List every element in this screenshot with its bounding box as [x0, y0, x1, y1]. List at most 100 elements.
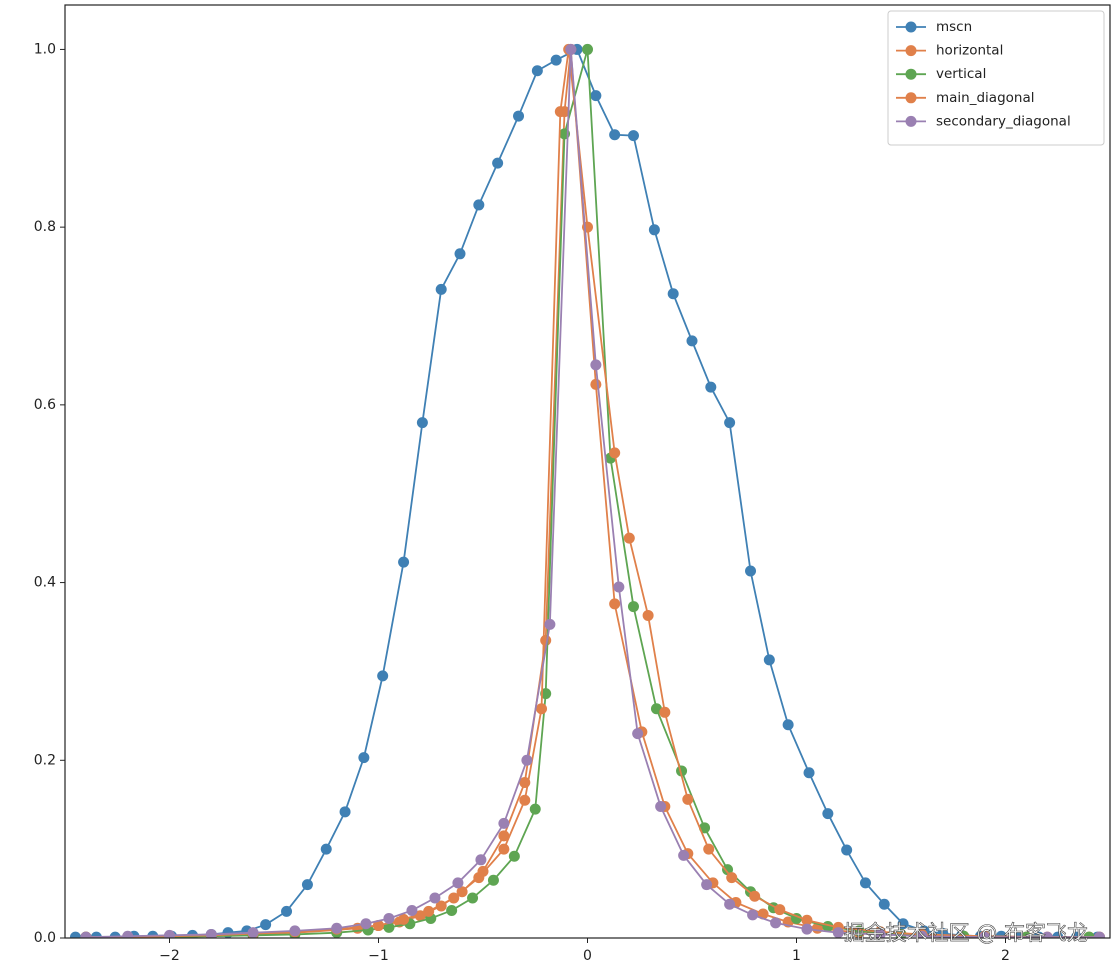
point	[897, 918, 909, 930]
point	[705, 381, 717, 393]
point	[642, 609, 654, 621]
point	[774, 904, 786, 916]
point	[281, 905, 293, 917]
point	[979, 931, 991, 938]
point	[519, 794, 531, 806]
point	[801, 914, 813, 926]
legend-box	[887, 10, 1105, 146]
y-tick-label: 1.0	[34, 41, 56, 57]
point	[122, 930, 134, 938]
point	[435, 283, 447, 295]
point	[682, 793, 694, 805]
point	[446, 904, 458, 916]
point	[529, 803, 541, 815]
point	[609, 129, 621, 141]
axes: −2 −1 0 1 2 0.0 0.2 0.4 0.6 0.8 1.0	[34, 41, 1010, 964]
point	[80, 931, 92, 938]
y-tick-label: 0.4	[34, 575, 56, 591]
point	[832, 927, 844, 938]
point	[801, 923, 813, 935]
point	[360, 918, 372, 930]
point	[531, 65, 543, 77]
point	[803, 767, 815, 779]
point	[916, 930, 928, 938]
y-tick-label: 0.6	[34, 397, 56, 413]
point	[745, 565, 757, 577]
point	[398, 913, 410, 925]
point	[498, 843, 510, 855]
point	[724, 898, 736, 910]
point	[429, 892, 441, 904]
point	[383, 921, 395, 933]
point	[878, 898, 890, 910]
point	[467, 892, 479, 904]
legend-label: secondary_diagonal	[936, 113, 1071, 129]
point	[648, 224, 660, 236]
point	[667, 288, 679, 300]
point	[377, 670, 389, 682]
point	[1094, 931, 1106, 938]
point	[301, 879, 313, 891]
point	[609, 598, 621, 610]
point	[590, 378, 602, 390]
point	[513, 110, 525, 122]
point	[763, 654, 775, 666]
legend-marker	[905, 45, 917, 57]
point	[650, 703, 662, 715]
point	[448, 892, 460, 904]
point	[69, 931, 81, 938]
legend-marker	[905, 68, 917, 80]
point	[874, 928, 886, 938]
point	[164, 929, 175, 938]
point	[1041, 931, 1053, 938]
point	[260, 919, 272, 931]
point	[609, 447, 621, 459]
legend-marker	[905, 92, 917, 104]
point	[554, 106, 566, 118]
point	[383, 912, 395, 924]
point	[498, 830, 510, 842]
point	[508, 850, 520, 862]
point	[590, 90, 602, 102]
point	[686, 335, 698, 347]
legend-label: horizontal	[936, 43, 1003, 59]
point	[416, 417, 428, 429]
point	[339, 806, 351, 818]
legend-label: main_diagonal	[936, 90, 1034, 106]
legend: mscn horizontal vertical main_diagonalsecon…	[887, 10, 1105, 146]
point	[822, 808, 834, 820]
point	[452, 877, 464, 889]
plot-area	[69, 43, 1106, 938]
point	[498, 817, 510, 829]
point	[454, 248, 466, 260]
point	[627, 130, 639, 142]
point	[582, 221, 593, 233]
point	[726, 872, 738, 884]
point	[544, 618, 556, 630]
point	[655, 800, 667, 812]
point	[487, 874, 499, 886]
legend-marker	[905, 115, 917, 127]
point	[623, 532, 635, 544]
series-line	[85, 49, 1090, 938]
x-tick-label: −1	[368, 948, 389, 964]
point	[659, 706, 671, 718]
point	[782, 719, 794, 731]
x-tick-label: −2	[159, 948, 180, 964]
point	[521, 754, 533, 766]
point	[565, 43, 577, 55]
point	[289, 925, 301, 937]
point	[747, 909, 759, 921]
legend-marker	[905, 21, 917, 33]
point	[627, 601, 639, 613]
point	[373, 920, 384, 932]
point	[247, 927, 259, 938]
point	[475, 854, 487, 866]
legend-label: vertical	[936, 66, 986, 82]
point	[632, 728, 644, 740]
point	[320, 843, 332, 855]
point	[590, 359, 602, 371]
point	[859, 877, 871, 889]
